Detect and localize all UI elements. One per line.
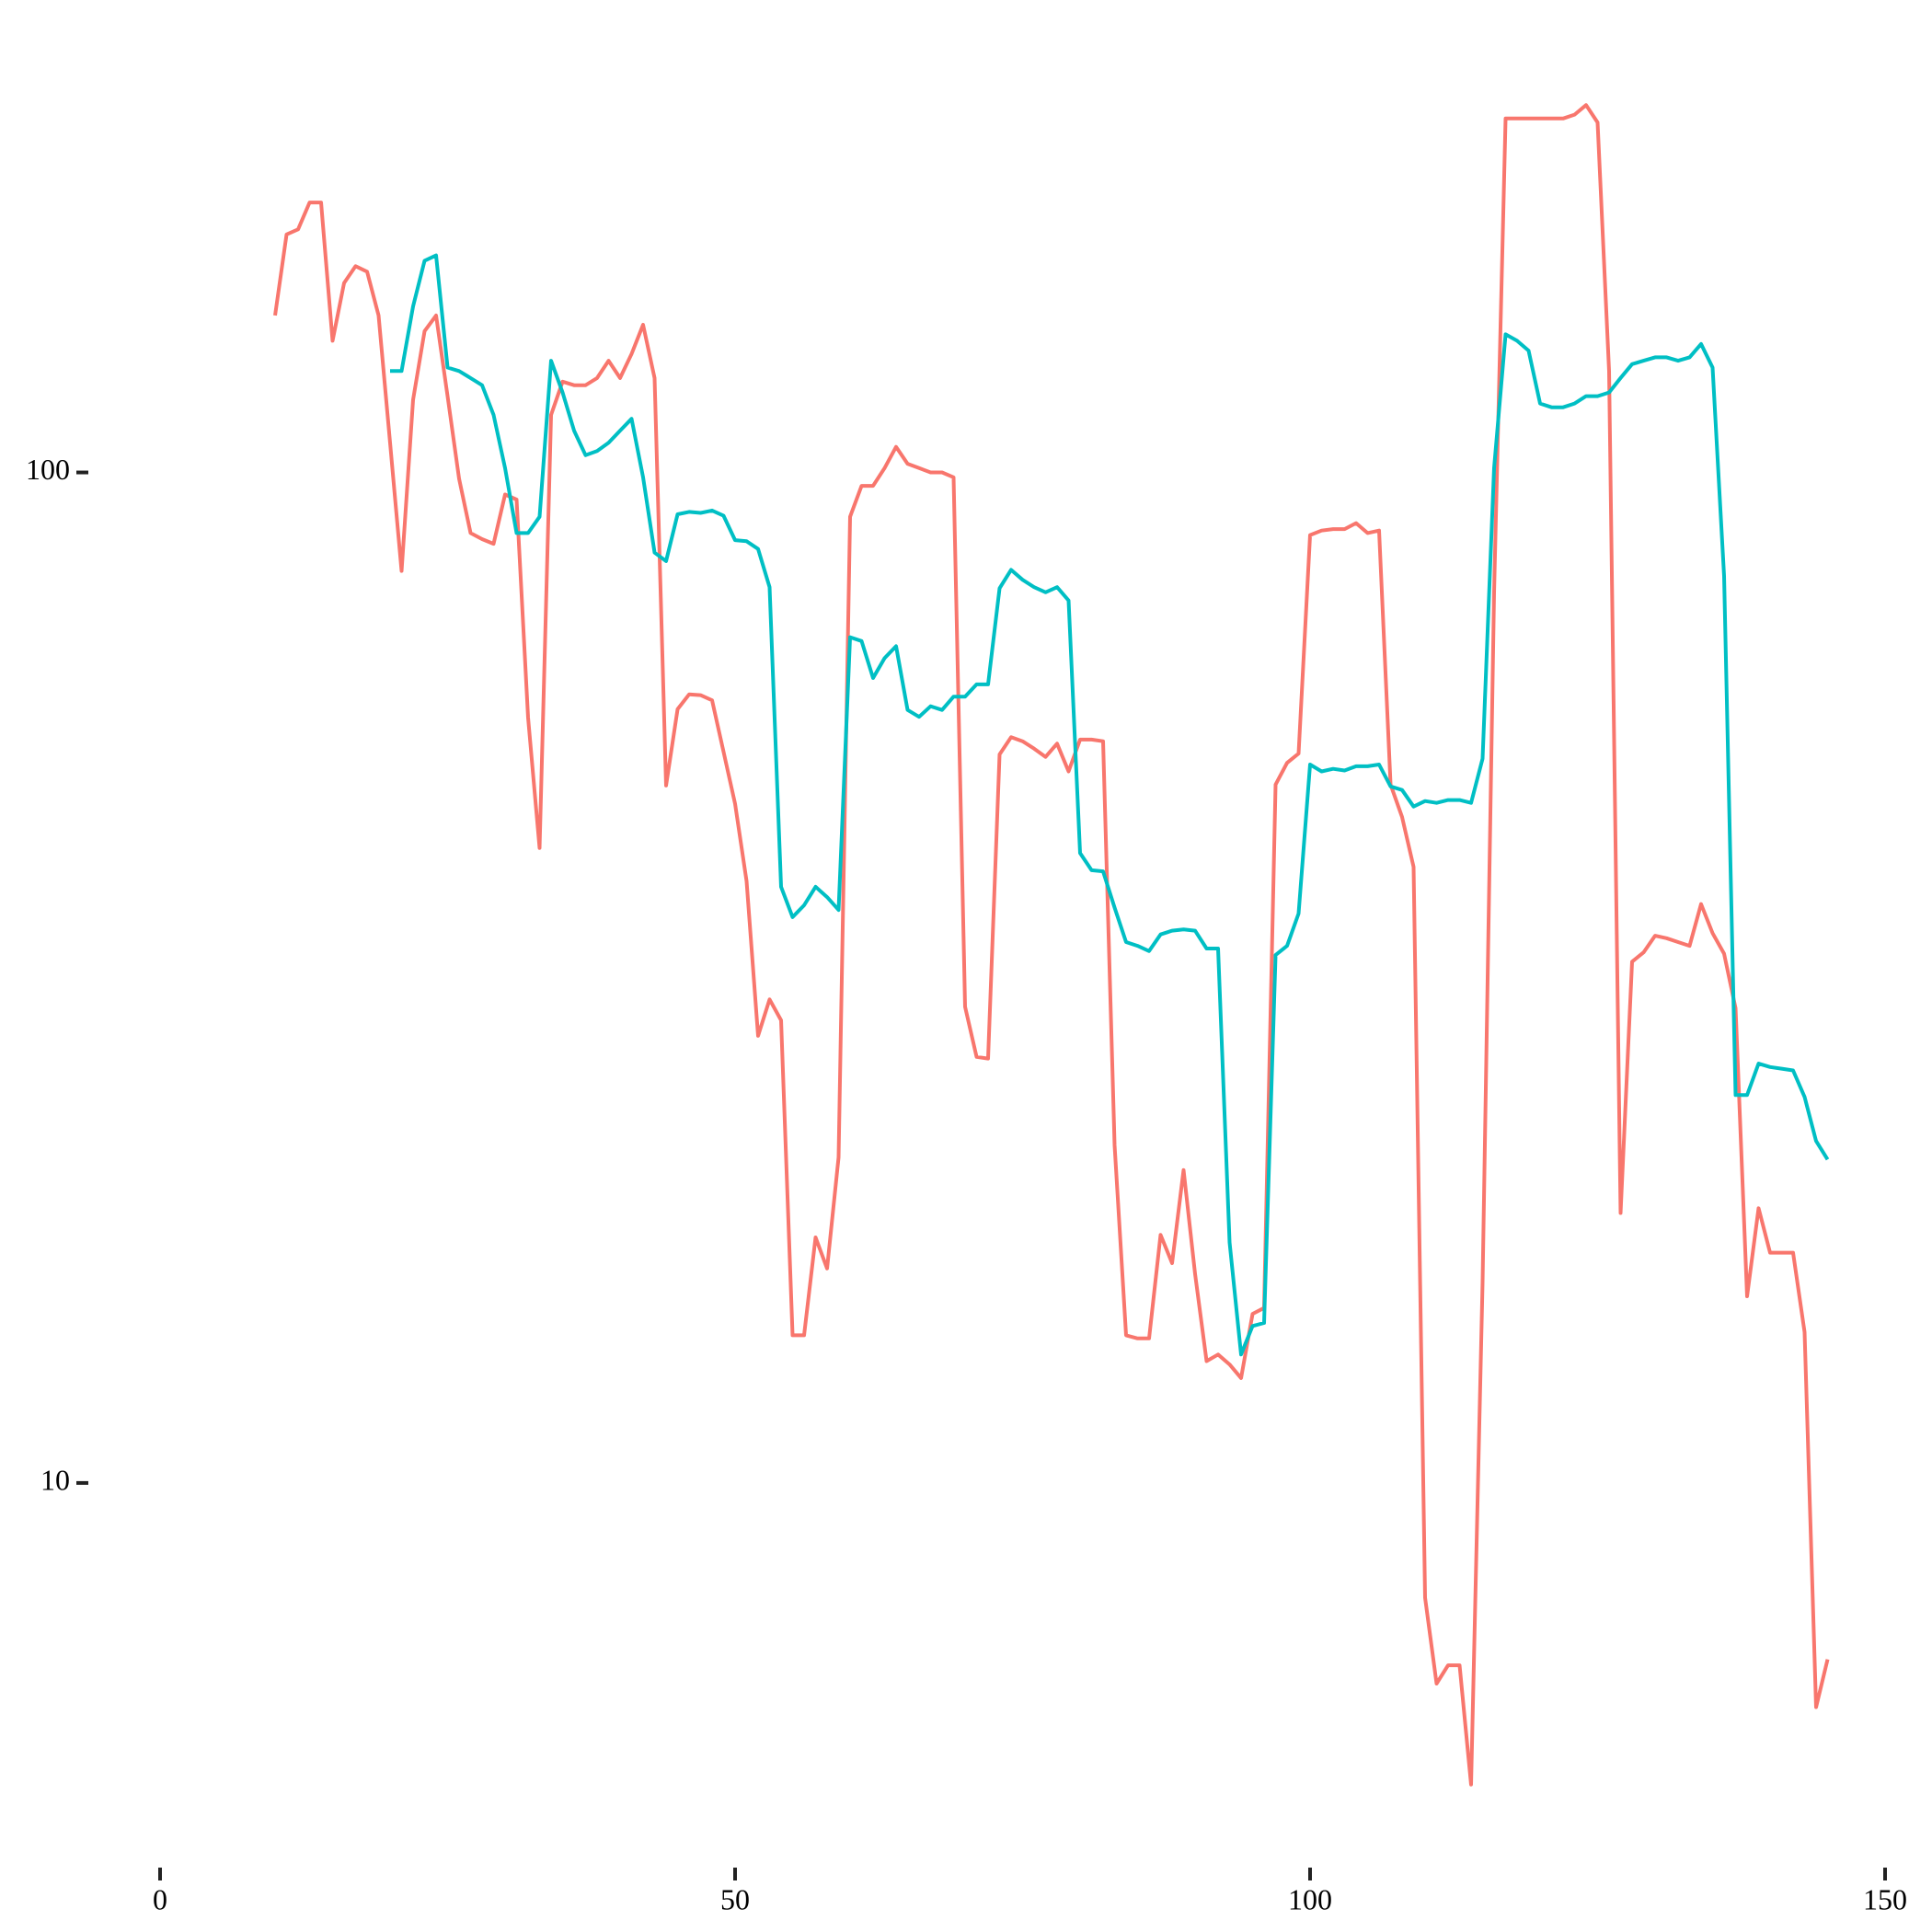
y-tick-label: 100 [26,453,70,486]
x-tick-label: 100 [1288,1882,1332,1915]
y-tick-label: 10 [40,1463,70,1496]
series-line [273,103,1830,1787]
series-line [390,253,1830,1357]
x-tick-label: 50 [720,1882,750,1915]
x-tick-label: 0 [153,1882,167,1915]
x-tick-label: 150 [1863,1882,1907,1915]
